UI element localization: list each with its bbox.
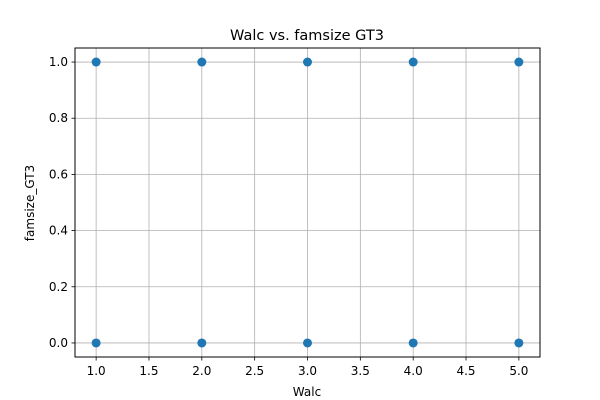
scatter-point — [408, 57, 418, 67]
y-tick-label: 0.8 — [49, 111, 68, 125]
y-axis-ticks: 0.0 0.2 0.4 0.6 0.8 1.0 — [49, 55, 75, 350]
data-points — [91, 57, 524, 348]
y-axis-label: famsize_GT3 — [23, 165, 37, 241]
y-tick-label: 0.4 — [49, 224, 68, 238]
scatter-point — [514, 57, 524, 67]
y-tick-label: 1.0 — [49, 55, 68, 69]
x-tick-label: 3.0 — [298, 364, 317, 378]
x-tick-label: 5.0 — [509, 364, 528, 378]
y-tick-label: 0.2 — [49, 280, 68, 294]
scatter-point — [91, 57, 101, 67]
grid — [75, 48, 540, 357]
scatter-point — [197, 57, 207, 67]
scatter-point — [408, 338, 418, 348]
y-tick-label: 0.0 — [49, 336, 68, 350]
x-tick-label: 3.5 — [351, 364, 370, 378]
x-axis-label: Walc — [293, 385, 321, 399]
scatter-point — [197, 338, 207, 348]
x-axis-ticks: 1.0 1.5 2.0 2.5 3.0 3.5 4.0 4.5 5.0 — [87, 357, 528, 378]
scatter-point — [303, 338, 312, 348]
x-tick-label: 1.5 — [139, 364, 158, 378]
x-tick-label: 4.0 — [404, 364, 423, 378]
x-tick-label: 1.0 — [87, 364, 106, 378]
x-tick-label: 4.5 — [456, 364, 475, 378]
chart-title: Walc vs. famsize GT3 — [230, 28, 384, 44]
x-tick-label: 2.5 — [245, 364, 264, 378]
scatter-point — [91, 338, 101, 348]
scatter-point — [514, 338, 524, 348]
scatter-point — [303, 57, 312, 67]
y-tick-label: 0.6 — [49, 167, 68, 181]
x-tick-label: 2.0 — [192, 364, 211, 378]
